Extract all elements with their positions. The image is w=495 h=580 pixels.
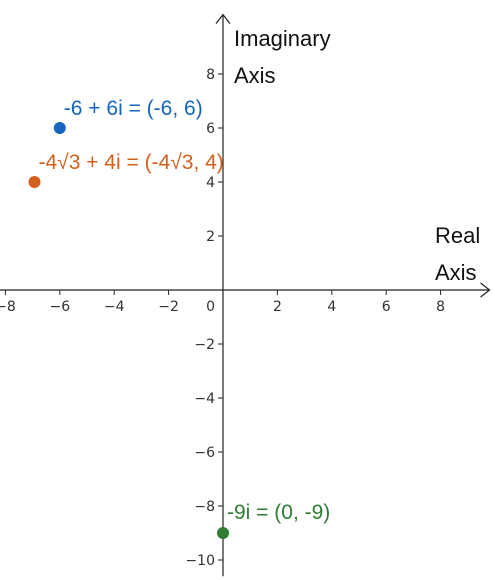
- x-tick-label: 6: [382, 299, 391, 315]
- data-point-label: -9i = (0, -9): [227, 501, 330, 524]
- y-tick-label: −8: [194, 499, 215, 515]
- x-tick-label: −6: [49, 299, 70, 315]
- data-point-label: -6 + 6i = (-6, 6): [64, 97, 203, 120]
- y-axis-title-line: Imaginary: [234, 26, 331, 51]
- y-tick-label: 8: [206, 67, 215, 83]
- y-tick-label: 6: [206, 121, 215, 137]
- x-axis-title-line: Real: [435, 223, 480, 248]
- axis-titles: Imaginary Axis Real Axis: [234, 26, 480, 285]
- x-tick-label: −2: [158, 299, 179, 315]
- y-tick-label: 4: [206, 175, 215, 191]
- x-tick-label: 4: [327, 299, 336, 315]
- data-points: -6 + 6i = (-6, 6) -4√3 + 4i = (-4√3, 4) -9…: [28, 97, 330, 539]
- y-tick-label: −2: [194, 337, 215, 353]
- y-tick-label: −4: [194, 391, 215, 407]
- x-axis-title-line: Axis: [435, 260, 477, 285]
- x-tick-label: 8: [436, 299, 445, 315]
- data-point: [28, 176, 41, 188]
- y-axis-arrow: [215, 13, 231, 24]
- x-axis-arrow: [480, 282, 491, 298]
- origin-label: 0: [206, 299, 215, 315]
- y-tick-label: 2: [206, 229, 215, 245]
- data-point: [217, 527, 229, 539]
- x-tick-label: −4: [104, 299, 125, 315]
- ticks: −8 −6 −4 −2 2 4 6 8 −10 −8 −6 −4 −2 2 4 6 8 0: [0, 67, 445, 569]
- x-tick-label: −8: [0, 299, 16, 315]
- y-axis-title-line: Axis: [234, 63, 276, 88]
- data-point: [53, 122, 66, 134]
- y-tick-label: −10: [185, 553, 215, 569]
- x-tick-label: 2: [273, 299, 282, 315]
- axes: [0, 13, 491, 577]
- y-tick-label: −6: [194, 445, 215, 461]
- data-point-label: -4√3 + 4i = (-4√3, 4): [39, 151, 224, 174]
